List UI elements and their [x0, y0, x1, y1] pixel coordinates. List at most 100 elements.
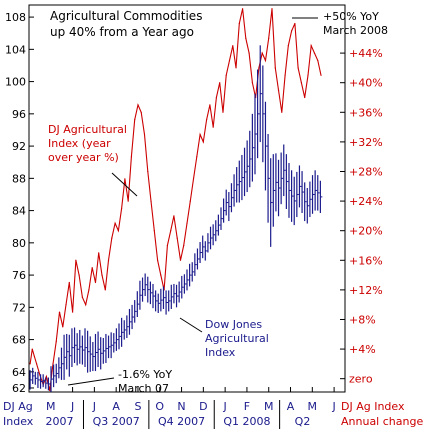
series-yoy-point — [33, 355, 36, 358]
series-yoy-point — [156, 259, 159, 261]
series-yoy-point — [274, 67, 276, 69]
series-yoy-point — [45, 375, 48, 378]
series-yoy-point — [258, 67, 260, 69]
period-label: Q2 — [295, 415, 311, 428]
series-yoy-point — [166, 244, 168, 247]
series-yoy-point — [307, 74, 309, 76]
series-yoy-point — [189, 200, 191, 202]
period-label: Q1 2008 — [223, 415, 270, 428]
right-tick-label: +44% — [349, 47, 383, 60]
annotation-index-label: Dow Jones — [205, 318, 262, 331]
series-yoy-point — [264, 59, 267, 62]
series-yoy-point — [202, 141, 204, 143]
month-label: J — [92, 400, 96, 413]
series-yoy-point — [297, 67, 299, 69]
series-yoy-point — [111, 237, 113, 239]
series-yoy-point — [215, 96, 218, 99]
left-tick-label: 80 — [12, 237, 26, 250]
month-label: S — [134, 400, 141, 413]
left-tick-label: 104 — [5, 43, 26, 56]
series-yoy-point — [137, 104, 139, 106]
month-label: A — [112, 400, 120, 413]
right-tick-label: +8% — [349, 313, 376, 326]
right-tick-label: +32% — [349, 136, 383, 149]
series-yoy-point — [317, 59, 319, 62]
series-yoy-point — [88, 289, 90, 291]
month-label: J — [70, 400, 74, 413]
series-yoy-point — [124, 178, 126, 180]
series-yoy-point — [52, 363, 54, 365]
left-tick-label: 92 — [12, 140, 26, 153]
series-yoy-point — [209, 104, 211, 106]
series-yoy-point — [206, 119, 208, 121]
series-yoy-point — [287, 45, 289, 47]
annotation-index-leader — [179, 317, 203, 333]
month-label: J — [223, 400, 227, 413]
right-tick-label: +40% — [349, 77, 383, 90]
series-yoy-point — [228, 59, 231, 62]
series-yoy-point — [271, 8, 273, 10]
month-label: O — [155, 400, 164, 413]
series-yoy-point — [320, 74, 322, 76]
series-yoy-point — [284, 74, 286, 76]
series-yoy-point — [107, 259, 110, 261]
left-tick-label: 72 — [12, 301, 26, 314]
left-tick-label: 88 — [12, 172, 26, 185]
right-tick-label: +16% — [349, 254, 383, 267]
month-label: J — [331, 400, 335, 413]
series-yoy-point — [130, 156, 133, 158]
right-tick-label: +36% — [349, 106, 383, 119]
right-tick-label: +4% — [349, 343, 376, 356]
series-yoy-point — [199, 133, 201, 136]
left-tick-label: 64 — [12, 366, 26, 379]
annotation-yoy-label: DJ Agricultural — [48, 123, 127, 136]
series-yoy-point — [245, 37, 247, 39]
right-tick-label: +28% — [349, 165, 383, 178]
series-yoy-point — [176, 237, 178, 239]
series-yoy-point — [147, 170, 149, 173]
series-yoy-point — [153, 230, 155, 232]
month-label: N — [177, 400, 185, 413]
series-yoy-point — [183, 244, 185, 247]
series-yoy-point — [127, 200, 129, 202]
series-yoy-point — [160, 274, 162, 276]
series-yoy-point — [143, 133, 146, 136]
series-yoy-point — [310, 45, 312, 47]
plot-frame — [28, 4, 346, 393]
series-yoy-point — [238, 22, 240, 25]
series-yoy-point — [29, 363, 31, 365]
series-yoy-point — [222, 111, 224, 113]
series-yoy-point — [232, 45, 234, 47]
series-yoy-point — [49, 389, 51, 392]
series-yoy-point — [291, 30, 293, 32]
series-yoy-point — [62, 326, 64, 328]
chart-title: Agricultural Commodities — [50, 9, 202, 23]
annotation-yoy-leader — [111, 172, 138, 197]
series-yoy-point — [78, 274, 80, 276]
series-yoy-point — [150, 200, 152, 202]
series-yoy-point — [173, 215, 175, 217]
month-label: A — [287, 400, 295, 413]
left-tick-label: 76 — [12, 269, 26, 282]
series-yoy-point — [225, 74, 227, 76]
left-tick-label: 62 — [12, 382, 26, 395]
annotation-yoy-label: Index (year — [48, 137, 111, 150]
series-yoy-point — [75, 259, 77, 261]
annotation-high-label: +50% YoY — [323, 10, 379, 23]
series-yoy-point — [186, 222, 188, 224]
left-tick-label: 108 — [5, 11, 26, 24]
left-axis-label: Index — [3, 415, 34, 428]
month-label: M — [46, 400, 56, 413]
annotation-index-label: Index — [205, 346, 236, 359]
series-yoy-point — [121, 207, 123, 210]
chart-title: up 40% from a Year ago — [50, 25, 194, 39]
left-tick-label: 100 — [5, 76, 26, 89]
series-yoy-point — [58, 311, 61, 313]
series-yoy-point — [81, 296, 83, 298]
series-yoy-point — [140, 111, 142, 113]
series-yoy-point — [114, 222, 116, 224]
series-yoy-point — [85, 304, 87, 306]
series-yoy-point — [98, 252, 100, 254]
series-yoy-point — [36, 363, 38, 365]
